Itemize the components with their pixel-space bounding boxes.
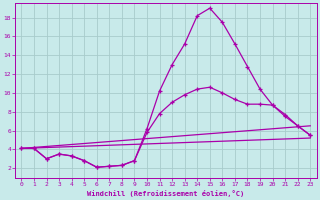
X-axis label: Windchill (Refroidissement éolien,°C): Windchill (Refroidissement éolien,°C) bbox=[87, 190, 244, 197]
